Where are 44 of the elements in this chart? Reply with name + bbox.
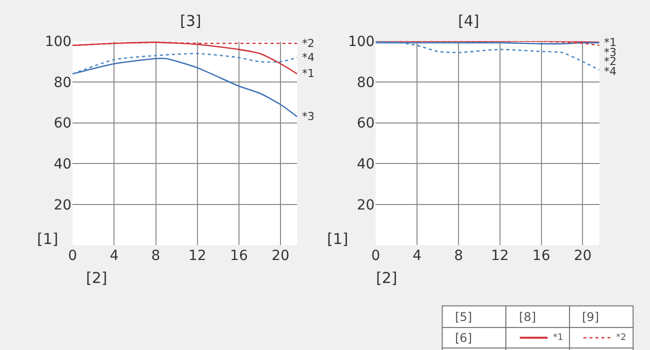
x-tick-label: 8	[151, 248, 160, 264]
series-label: *4	[302, 51, 314, 64]
line-series	[376, 41, 600, 70]
text: [9]	[582, 310, 599, 324]
x-tick-label: 12	[491, 248, 509, 264]
y-tick-label: 80	[356, 74, 375, 91]
text: [5]	[455, 310, 472, 324]
x-tick-label: 4	[110, 248, 119, 264]
x-tick-label: 16	[532, 248, 550, 264]
series-label: *1	[604, 36, 616, 49]
y-tick-label: 100	[44, 34, 72, 50]
x-tick-label: 20	[272, 248, 290, 264]
x-axis-title: [2]	[376, 269, 398, 287]
y-axis-title: [1]	[327, 230, 348, 248]
text: [6]	[455, 331, 472, 345]
series-label: *2	[604, 55, 616, 68]
chart-title: [3]	[180, 12, 202, 30]
y-axis-title: [1]	[37, 230, 58, 248]
series-label: *3	[302, 110, 314, 123]
line-series	[72, 52, 298, 75]
y-tick-label: 60	[54, 116, 72, 132]
chart-title: [4]	[458, 12, 480, 30]
y-tick-label: 80	[54, 74, 72, 91]
x-tick-label: 0	[68, 248, 78, 264]
x-tick-label: 4	[412, 248, 422, 264]
x-axis-title: [2]	[86, 269, 108, 287]
y-tick-label: 20	[356, 197, 375, 214]
y-tick-label: 100	[348, 34, 375, 50]
x-tick-label: 20	[574, 248, 592, 264]
x-tick-label: 8	[454, 248, 463, 264]
legend-label: *2	[616, 333, 626, 343]
line-series	[72, 58, 298, 118]
y-tick-label: 40	[54, 156, 72, 172]
x-tick-label: 12	[188, 248, 206, 264]
legend-label: *1	[553, 333, 564, 343]
series-label: *1	[302, 67, 314, 80]
series-label: *4	[604, 65, 616, 78]
y-tick-label: 60	[356, 116, 375, 132]
series-label: *2	[302, 37, 314, 50]
text: [8]	[519, 310, 536, 324]
y-tick-label: 40	[356, 156, 375, 172]
x-tick-label: 0	[371, 248, 380, 264]
y-tick-label: 20	[54, 197, 72, 214]
x-tick-label: 16	[230, 248, 248, 264]
